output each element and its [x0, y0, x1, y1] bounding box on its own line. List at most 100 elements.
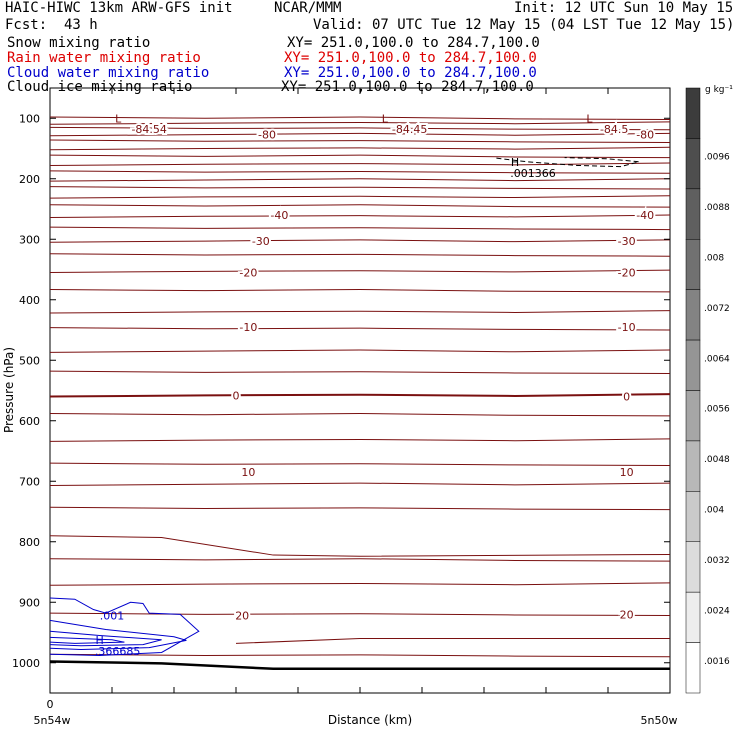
cloud-water-contour-line — [49, 630, 162, 647]
temperature-contour-line — [49, 139, 671, 143]
temperature-contour-line — [49, 214, 671, 218]
extremum-value: .366685 — [95, 645, 141, 658]
colorbar: .0096 .0088 .008 .0072 .0064 .0056 .0048 .004 .0… — [685, 87, 730, 694]
extremum-value: .001366 — [510, 167, 556, 180]
x-right-endpoint: 5n50w — [641, 714, 678, 727]
colorbar-segment — [685, 491, 701, 543]
contour-label: -80 — [258, 129, 276, 142]
contour-label: -84.45 — [392, 123, 427, 136]
forecast-hours: 43 h — [64, 17, 98, 33]
cloud-water-contour-line — [49, 619, 187, 650]
y-tick-label: 600 — [19, 415, 40, 428]
contour-label: -40 — [636, 209, 654, 222]
temperature-contour-line — [49, 612, 671, 617]
forecast-label: Fcst: — [5, 17, 48, 33]
temperature-contour-line — [49, 535, 671, 557]
temperature-contour-line — [49, 239, 671, 243]
temperature-contour-line — [49, 226, 671, 231]
contour-label: -84.54 — [131, 123, 166, 136]
contour-label: -84.5 — [600, 123, 628, 136]
temperature-contour-line — [49, 412, 671, 417]
temperature-contour-line — [49, 121, 671, 125]
field-xy-rain: XY= 251.0,100.0 to 284.7,100.0 — [284, 50, 537, 66]
ground-surface — [49, 660, 670, 671]
contour-label: -30 — [252, 235, 270, 248]
colorbar-label: .0048 — [704, 455, 730, 465]
temperature-contour-line — [49, 126, 671, 131]
temperature-contour-line — [49, 349, 671, 353]
temperature-contour-line — [49, 506, 671, 511]
temperature-contour-line — [49, 195, 671, 199]
init-time: Init: 12 UTC Sun 10 May 15 — [514, 0, 734, 16]
colorbar-segment — [685, 440, 701, 492]
extremum-mark: L — [586, 112, 593, 125]
temperature-contour-line — [49, 162, 671, 166]
field-name-rain: Rain water mixing ratio — [7, 50, 201, 66]
temperature-contour-line — [49, 253, 671, 257]
contour-label: 0 — [623, 391, 630, 404]
extremum-mark: L — [115, 112, 122, 125]
temperature-contour-line — [49, 269, 671, 274]
temperature-contour-line — [49, 146, 671, 151]
contour-label: -80 — [636, 129, 654, 142]
x-axis — [49, 88, 671, 693]
colorbar-segment — [685, 339, 701, 391]
cloud-water-contours — [49, 597, 200, 656]
colorbar-segment — [685, 87, 701, 139]
contour-label: 10 — [241, 466, 255, 479]
contour-label: -10 — [618, 321, 636, 334]
colorbar-label: .0072 — [704, 304, 730, 314]
contour-label: -20 — [618, 267, 636, 280]
colorbar-label: .0016 — [704, 657, 730, 667]
y-tick-label: 500 — [19, 354, 40, 367]
colorbar-label: .0096 — [704, 153, 730, 163]
valid-time: Valid: 07 UTC Tue 12 May 15 (04 LST Tue … — [313, 17, 735, 33]
field-xy-cloud-ice: XY= 251.0,100.0 to 284.7,100.0 — [281, 79, 534, 95]
center-title: NCAR/MMM — [274, 0, 342, 16]
extremum-mark: H — [95, 634, 103, 647]
colorbar-segment — [685, 591, 701, 643]
temperature-contour-line — [49, 582, 671, 586]
x-axis-title: Distance (km) — [328, 713, 412, 727]
colorbar-segment — [685, 188, 701, 240]
cloud-ice-contour-line — [496, 157, 640, 168]
temperature-contour-line — [49, 393, 671, 398]
y-tick-label: 300 — [19, 233, 40, 246]
y-tick-label: 100 — [19, 112, 40, 125]
cloud-water-contour-line — [49, 636, 125, 644]
colorbar-label: .0056 — [704, 405, 730, 415]
cloud-water-label: .001 — [100, 610, 125, 623]
y-tick-label: 700 — [19, 475, 40, 488]
colorbar-label: .0064 — [704, 354, 730, 364]
temperature-contour-line — [49, 653, 671, 658]
temperature-contour-line — [49, 178, 671, 182]
temperature-contour-line — [49, 186, 671, 190]
contour-label: -30 — [618, 235, 636, 248]
temperature-contour-line — [49, 327, 671, 331]
cloud-ice-contour — [496, 157, 640, 168]
colorbar-units: g kg⁻¹ — [705, 85, 733, 95]
contour-label: 20 — [235, 610, 249, 623]
contour-label: -40 — [270, 209, 288, 222]
y-tick-label: 200 — [19, 173, 40, 186]
field-name-cloud-water: Cloud water mixing ratio — [7, 65, 210, 81]
colorbar-segment — [685, 239, 701, 290]
x-tick-label: 0 — [47, 698, 54, 711]
colorbar-label: .0024 — [704, 606, 730, 616]
temperature-contour-line — [49, 288, 671, 293]
temperature-contour-line — [49, 310, 671, 314]
field-name-cloud-ice: Cloud ice mixing ratio — [7, 79, 193, 95]
y-tick-label: 1000 — [12, 657, 40, 670]
colorbar-label: .0088 — [704, 203, 730, 213]
colorbar-label: .0032 — [704, 556, 730, 566]
colorbar-label: .008 — [704, 253, 724, 263]
temperature-contour-line — [49, 482, 671, 486]
contour-label: -10 — [239, 321, 257, 334]
contour-labels: -84.54 -84.45 -84.5-80 -80-40 -40-30 -30-20 -2… — [95, 112, 656, 658]
model-title: HAIC-HIWC 13km ARW-GFS init — [5, 0, 233, 16]
y-tick-label: 900 — [19, 596, 40, 609]
x-left-endpoint: 5n54w — [34, 714, 71, 727]
y-tick-label: 400 — [19, 294, 40, 307]
temperature-contour-line — [235, 638, 670, 644]
